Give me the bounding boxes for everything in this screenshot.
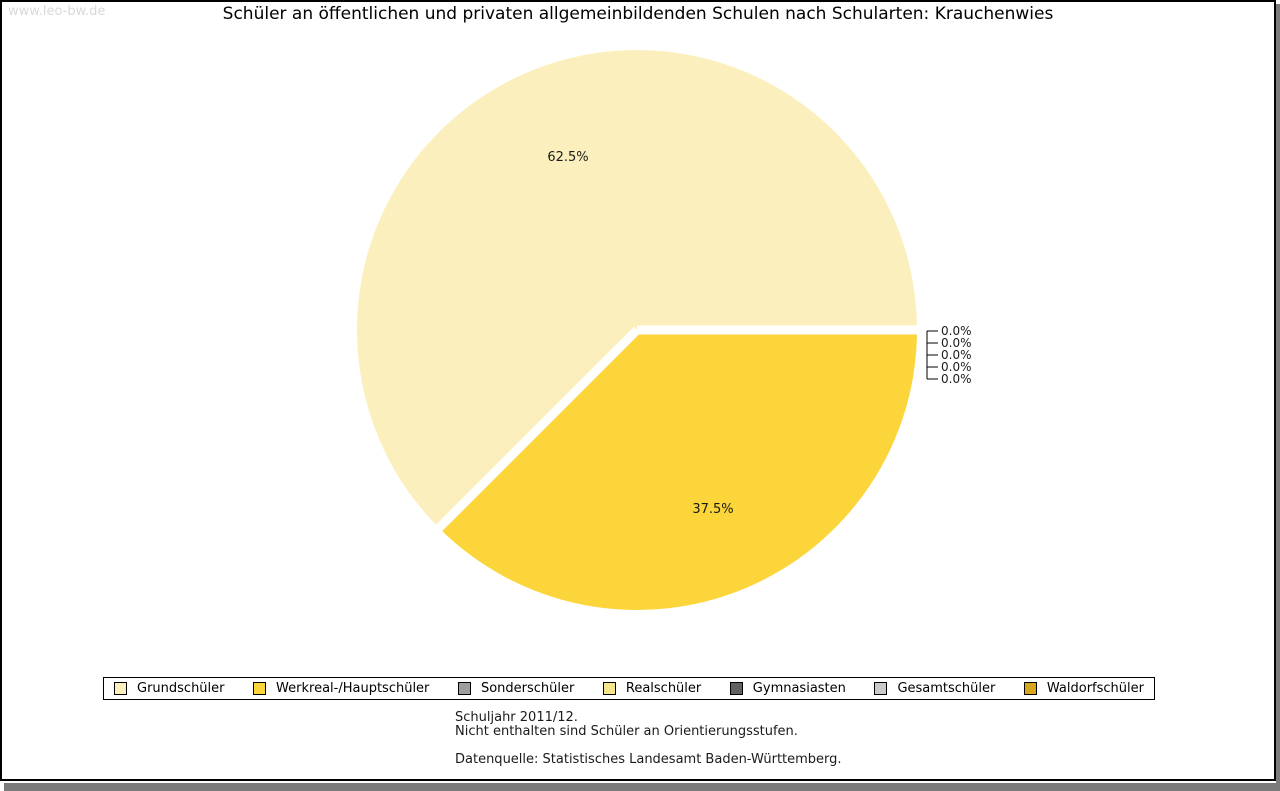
pie-label-grundschueler: 62.5% <box>547 150 588 165</box>
legend-item-gymnasiasten: Gymnasiasten <box>729 681 846 696</box>
legend-swatch-waldorfschueler <box>1023 682 1037 695</box>
legend-item-sonderschueler: Sonderschüler <box>457 681 575 696</box>
legend-item-waldorfschueler: Waldorfschüler <box>1023 681 1144 696</box>
footnote-datenquelle: Datenquelle: Statistisches Landesamt Bad… <box>455 752 842 767</box>
zero-callout-bracket <box>926 330 938 380</box>
pie-label-zero-1: 0.0% <box>941 324 972 338</box>
legend-item-realschueler: Realschüler <box>602 681 702 696</box>
pie-label-zero-2: 0.0% <box>941 336 972 350</box>
legend-swatch-gesamtschueler <box>874 682 888 695</box>
legend-label-waldorfschueler: Waldorfschüler <box>1046 681 1144 696</box>
pie-label-zero-3: 0.0% <box>941 348 972 362</box>
legend-label-grundschueler: Grundschüler <box>137 681 225 696</box>
pie-slice-werkreal-hauptschueler <box>439 330 917 611</box>
legend-swatch-realschueler <box>602 682 616 695</box>
legend-swatch-grundschueler <box>114 682 127 695</box>
legend-swatch-gymnasiasten <box>729 682 743 695</box>
legend-label-gesamtschueler: Gesamtschüler <box>897 681 996 696</box>
legend-swatch-werkreal-hauptschueler <box>253 682 267 695</box>
footnote-hinweis: Nicht enthalten sind Schüler an Orientie… <box>455 724 798 739</box>
legend-label-sonderschueler: Sonderschüler <box>480 681 575 696</box>
window-edge-bottom <box>4 783 1280 791</box>
pie-label-werkreal-hauptschueler: 37.5% <box>692 502 733 517</box>
legend-item-werkreal-hauptschueler: Werkreal-/Hauptschüler <box>253 681 429 696</box>
chart-footnotes: Schuljahr 2011/12. Nicht enthalten sind … <box>455 711 842 767</box>
slice-divider-diagonal <box>435 326 641 532</box>
legend-label-realschueler: Realschüler <box>625 681 702 696</box>
legend-label-gymnasiasten: Gymnasiasten <box>752 681 846 696</box>
chart-title: Schüler an öffentlichen und privaten all… <box>222 4 1054 24</box>
watermark: www.leo-bw.de <box>8 4 106 19</box>
legend-swatch-sonderschueler <box>457 682 471 695</box>
pie-label-zero-5: 0.0% <box>941 372 972 386</box>
pie-chart: 62.5% 37.5% 0.0% 0.0% 0.0% 0.0% 0.0% <box>357 50 972 611</box>
legend-item-gesamtschueler: Gesamtschüler <box>874 681 995 696</box>
legend-item-grundschueler: Grundschüler <box>114 681 225 696</box>
footnote-schuljahr: Schuljahr 2011/12. <box>455 710 578 725</box>
legend-label-werkreal-hauptschueler: Werkreal-/Hauptschüler <box>276 681 430 696</box>
chart-legend: Grundschüler Werkreal-/Hauptschüler Sond… <box>103 677 1155 700</box>
window-edge-right <box>1276 4 1280 791</box>
pie-slice-grundschueler <box>357 50 918 529</box>
pie-label-zero-4: 0.0% <box>941 360 972 374</box>
